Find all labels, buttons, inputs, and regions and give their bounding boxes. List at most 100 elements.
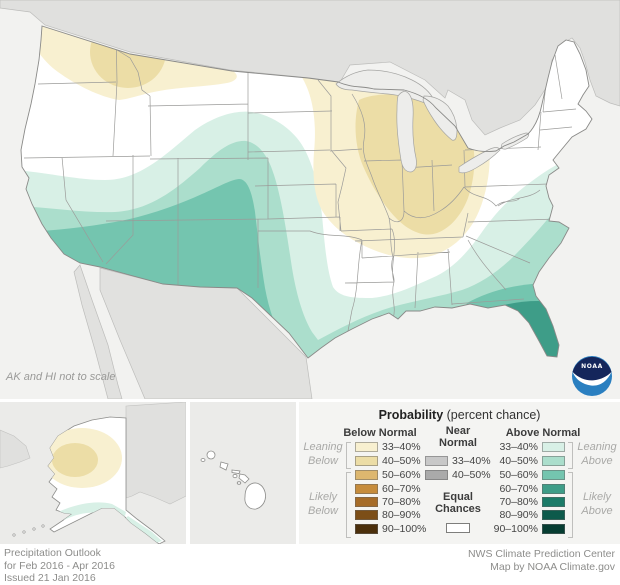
legend-row-above: 70–80% bbox=[459, 496, 565, 508]
island-hawaii bbox=[244, 482, 266, 510]
lake-michigan bbox=[396, 91, 417, 173]
legend-equal-chances-label: Equal Chances bbox=[413, 491, 503, 515]
legend-header-above-normal: Above Normal bbox=[505, 427, 581, 439]
legend-swatch-above-80-90 bbox=[542, 510, 565, 520]
legend-swatch-equal-chances bbox=[446, 523, 470, 533]
legend-row-label: 33–40% bbox=[452, 455, 491, 467]
legend-row-above: 40–50% bbox=[459, 455, 565, 467]
legend-row-label: 60–70% bbox=[499, 483, 538, 495]
legend-row-above: 50–60% bbox=[459, 469, 565, 481]
legend-swatch-below-40-50 bbox=[355, 456, 378, 466]
legend-row-below: 70–80% bbox=[355, 496, 421, 508]
legend-row-label: 33–40% bbox=[382, 441, 421, 453]
legend-row-near: 40–50% bbox=[425, 469, 491, 481]
legend-swatch-above-90-100 bbox=[542, 524, 565, 534]
footer: Precipitation Outlook for Feb 2016 - Apr… bbox=[0, 544, 620, 585]
footer-credits: NWS Climate Prediction Center Map by NOA… bbox=[468, 548, 615, 573]
legend-swatch-below-33-40 bbox=[355, 442, 378, 452]
noaa-logo-text: NOAA bbox=[581, 363, 603, 370]
bracket-likely-above bbox=[568, 472, 573, 538]
legend-header-below-normal: Below Normal bbox=[343, 427, 417, 439]
canada-landmass-inset bbox=[125, 401, 187, 505]
legend-row-label: 33–40% bbox=[499, 441, 538, 453]
legend-title: Probability (percent chance) bbox=[299, 408, 620, 422]
alaska-inset-panel bbox=[0, 401, 187, 545]
legend-row-below: 60–70% bbox=[355, 483, 421, 495]
legend-swatch-above-70-80 bbox=[542, 497, 565, 507]
canada-landmass bbox=[0, 0, 620, 136]
lake-huron bbox=[422, 95, 458, 141]
hawaii-inset-map bbox=[190, 402, 296, 544]
legend-row-label: 60–70% bbox=[382, 483, 421, 495]
legend-row-label: 50–60% bbox=[499, 469, 538, 481]
legend-side-label-leaning-below: Leaning Below bbox=[301, 440, 345, 468]
legend-header-near-normal: Near Normal bbox=[413, 425, 503, 449]
russia-landmass bbox=[0, 429, 31, 469]
legend-side-label-likely-below: Likely Below bbox=[301, 490, 345, 518]
legend-row-label: 40–50% bbox=[452, 469, 491, 481]
legend-swatch-above-50-60 bbox=[542, 470, 565, 480]
hawaii-inset-background bbox=[190, 402, 296, 544]
hawaii-islands bbox=[200, 450, 266, 510]
legend-side-label-leaning-above: Leaning Above bbox=[575, 440, 619, 468]
legend-swatch-below-90-100 bbox=[355, 524, 378, 534]
island-lanai bbox=[232, 473, 238, 479]
lake-erie bbox=[458, 147, 501, 174]
legend-title-bold: Probability bbox=[378, 408, 444, 422]
legend-swatch-below-70-80 bbox=[355, 497, 378, 507]
legend-row-label: 80–90% bbox=[499, 509, 538, 521]
noaa-logo: NOAA bbox=[572, 356, 612, 396]
legend-row-label: 40–50% bbox=[499, 455, 538, 467]
legend-row-above: 90–100% bbox=[459, 523, 565, 535]
legend-row-label: 70–80% bbox=[382, 496, 421, 508]
side-label-line: Below bbox=[308, 455, 338, 467]
hawaii-inset-panel bbox=[190, 402, 296, 544]
side-label-line: Likely bbox=[582, 491, 612, 503]
side-label-line: Above bbox=[581, 505, 613, 517]
legend-swatch-near-40-50 bbox=[425, 470, 448, 480]
side-label-line: Leaning bbox=[577, 441, 617, 453]
great-lakes bbox=[335, 69, 530, 174]
side-label-line: Below bbox=[308, 505, 338, 517]
legend-row-below: 80–90% bbox=[355, 509, 421, 521]
side-label-line: Leaning bbox=[303, 441, 343, 453]
conus-map-panel: AK and HI not to scale NOAA bbox=[0, 0, 620, 400]
legend-row-label: 40–50% bbox=[382, 455, 421, 467]
legend-row-below: 33–40% bbox=[355, 441, 421, 453]
legend-panel: Probability (percent chance) Below Norma… bbox=[299, 402, 620, 544]
footer-source: NWS Climate Prediction Center bbox=[467, 548, 615, 560]
legend-row-near: 33–40% bbox=[425, 455, 491, 467]
conus-outline bbox=[20, 25, 593, 359]
island-kauai bbox=[206, 450, 216, 460]
legend-row-above: 80–90% bbox=[459, 509, 565, 521]
alaska-inset-map bbox=[0, 401, 187, 545]
legend-row-label: 70–80% bbox=[499, 496, 538, 508]
bracket-leaning-above bbox=[568, 442, 573, 469]
legend-swatch-near-33-40 bbox=[425, 456, 448, 466]
side-label-line: Above bbox=[581, 455, 613, 467]
footer-issuance-info: Precipitation Outlook for Feb 2016 - Apr… bbox=[4, 547, 115, 585]
legend-equal-line1: Equal bbox=[443, 491, 473, 503]
footer-map-credit: Map by NOAA Climate.gov bbox=[490, 560, 615, 573]
legend-row-above: 60–70% bbox=[459, 483, 565, 495]
island-oahu bbox=[219, 461, 229, 471]
alaska-panhandle-band-above bbox=[125, 516, 162, 543]
map-scale-note: AK and HI not to scale bbox=[6, 371, 116, 383]
legend-header-near-line1: Near bbox=[445, 425, 471, 437]
legend-row-below: 40–50% bbox=[355, 455, 421, 467]
legend-equal-line2: Chances bbox=[435, 503, 481, 515]
bracket-leaning-below bbox=[346, 442, 351, 469]
island-maui bbox=[238, 473, 250, 484]
alaska-band-below-40-50 bbox=[52, 443, 98, 477]
island-niihau bbox=[200, 458, 206, 462]
legend-swatch-above-33-40 bbox=[542, 442, 565, 452]
noaa-logo-bird bbox=[572, 372, 612, 386]
legend-swatch-above-60-70 bbox=[542, 484, 565, 494]
footer-issued-date: Issued 21 Jan 2016 bbox=[4, 572, 96, 584]
legend-row-above: 33–40% bbox=[459, 441, 565, 453]
legend-title-suffix: (percent chance) bbox=[443, 408, 541, 422]
footer-period: for Feb 2016 - Apr 2016 bbox=[4, 559, 115, 572]
footer-title: Precipitation Outlook bbox=[4, 547, 101, 559]
legend-swatch-below-80-90 bbox=[355, 510, 378, 520]
